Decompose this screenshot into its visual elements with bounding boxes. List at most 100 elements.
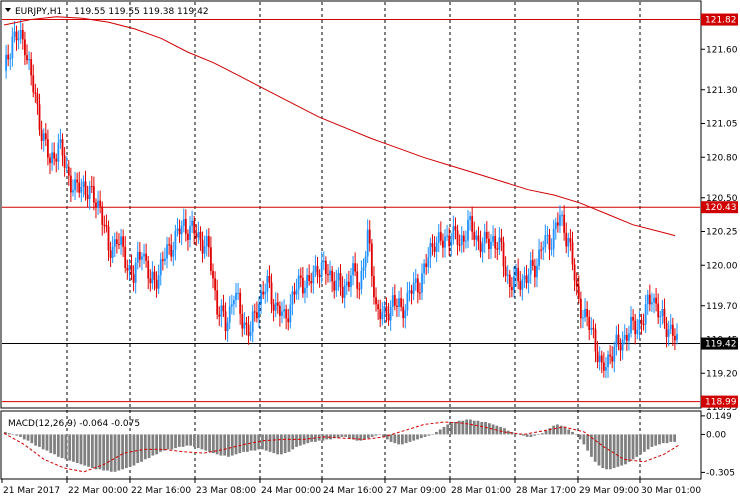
price-tag-label: 120.43 bbox=[705, 203, 737, 213]
candle-body bbox=[40, 129, 43, 141]
chart-symbol-label: EURJPY,H1 bbox=[15, 7, 62, 17]
macd-bar bbox=[446, 424, 450, 435]
macd-bar bbox=[363, 434, 366, 440]
macd-bar bbox=[529, 434, 533, 437]
candle-body bbox=[598, 355, 601, 363]
candle-body bbox=[527, 274, 530, 284]
candle-body bbox=[638, 319, 641, 330]
macd-bar bbox=[506, 430, 510, 435]
macd-bar bbox=[616, 434, 620, 467]
macd-bar bbox=[669, 434, 673, 442]
candle-body bbox=[241, 314, 244, 329]
macd-bar bbox=[291, 434, 295, 450]
candle-body bbox=[655, 297, 657, 304]
macd-bar bbox=[635, 434, 639, 457]
candle-body bbox=[143, 253, 145, 257]
candle-body bbox=[565, 232, 568, 247]
candle-body bbox=[561, 214, 563, 216]
macd-bar bbox=[404, 434, 408, 444]
candle-body bbox=[138, 251, 141, 260]
candle-body bbox=[337, 272, 340, 281]
candle-body bbox=[90, 186, 93, 188]
macd-bar bbox=[521, 434, 525, 436]
macd-bar bbox=[83, 434, 87, 466]
candle-body bbox=[651, 302, 653, 305]
macd-bar bbox=[106, 434, 109, 471]
y-tick-label: 120.50 bbox=[706, 194, 738, 204]
x-tick-label: 30 Mar 01:00 bbox=[641, 486, 701, 496]
candle-body bbox=[180, 225, 183, 235]
candle-body bbox=[435, 242, 438, 252]
candle-body bbox=[214, 278, 216, 291]
macd-bar bbox=[344, 434, 348, 437]
macd-bar bbox=[472, 420, 476, 435]
macd-bar bbox=[151, 434, 155, 456]
candle-body bbox=[506, 274, 509, 276]
macd-bar bbox=[491, 424, 495, 435]
candle-body bbox=[268, 275, 271, 283]
candle-body bbox=[674, 335, 676, 341]
candle-body bbox=[510, 287, 513, 291]
candle-body bbox=[396, 305, 398, 307]
candle-body bbox=[324, 260, 327, 274]
candle-body bbox=[634, 320, 637, 335]
candle-body bbox=[172, 250, 175, 257]
price-tag-box bbox=[701, 337, 738, 350]
candle-body bbox=[260, 291, 262, 304]
macd-bar bbox=[128, 434, 132, 467]
macd-bar bbox=[215, 434, 219, 455]
candle-body bbox=[345, 281, 348, 286]
macd-bar bbox=[234, 434, 238, 455]
candle-body bbox=[414, 278, 417, 283]
x-tick-label: 24 Mar 16:00 bbox=[323, 486, 383, 496]
candle-body bbox=[483, 231, 486, 244]
candle-body bbox=[274, 302, 277, 311]
dropdown-triangle-icon[interactable] bbox=[5, 8, 11, 12]
candle-body bbox=[469, 216, 471, 220]
candle-body bbox=[249, 331, 252, 336]
candle-body bbox=[552, 228, 555, 249]
candle-body bbox=[592, 327, 595, 330]
macd-bar bbox=[605, 434, 608, 470]
candle-body bbox=[429, 243, 432, 258]
candle-body bbox=[492, 236, 494, 242]
candle-body bbox=[210, 247, 212, 271]
candle-body bbox=[189, 225, 191, 240]
macd-bar bbox=[419, 434, 423, 439]
candle-body bbox=[354, 263, 357, 272]
y-tick-label: 120.80 bbox=[706, 153, 738, 163]
candle-body bbox=[479, 241, 482, 253]
candle-body bbox=[569, 238, 572, 243]
candle-body bbox=[270, 282, 273, 305]
macd-bar bbox=[631, 434, 635, 460]
candle-body bbox=[383, 306, 386, 313]
candle-body bbox=[53, 152, 56, 159]
candle-body bbox=[207, 236, 210, 248]
macd-bar bbox=[230, 434, 234, 456]
candle-body bbox=[147, 260, 150, 279]
macd-bar bbox=[280, 434, 283, 455]
candle-body bbox=[134, 262, 137, 283]
candle-body bbox=[199, 231, 202, 241]
candle-body bbox=[299, 275, 302, 278]
candle-body bbox=[212, 270, 214, 279]
candle-body bbox=[352, 263, 354, 276]
macd-bar bbox=[537, 434, 540, 435]
candle-body bbox=[287, 318, 290, 323]
candle-body bbox=[623, 335, 626, 340]
candle-body bbox=[308, 275, 311, 282]
candle-body bbox=[26, 55, 28, 61]
candle-body bbox=[99, 200, 102, 207]
macd-bar bbox=[249, 434, 253, 451]
macd-bar bbox=[98, 434, 102, 470]
candle-body bbox=[400, 298, 403, 307]
macd-bar bbox=[639, 434, 642, 455]
x-tick-label: 22 Mar 16:00 bbox=[131, 486, 191, 496]
macd-bar bbox=[34, 434, 38, 446]
candle-body bbox=[659, 316, 662, 318]
candle-body bbox=[594, 329, 597, 352]
candle-body bbox=[370, 243, 373, 277]
x-tick-label: 29 Mar 09:00 bbox=[579, 486, 639, 496]
macd-bar bbox=[374, 434, 378, 436]
macd-bar bbox=[658, 434, 661, 445]
